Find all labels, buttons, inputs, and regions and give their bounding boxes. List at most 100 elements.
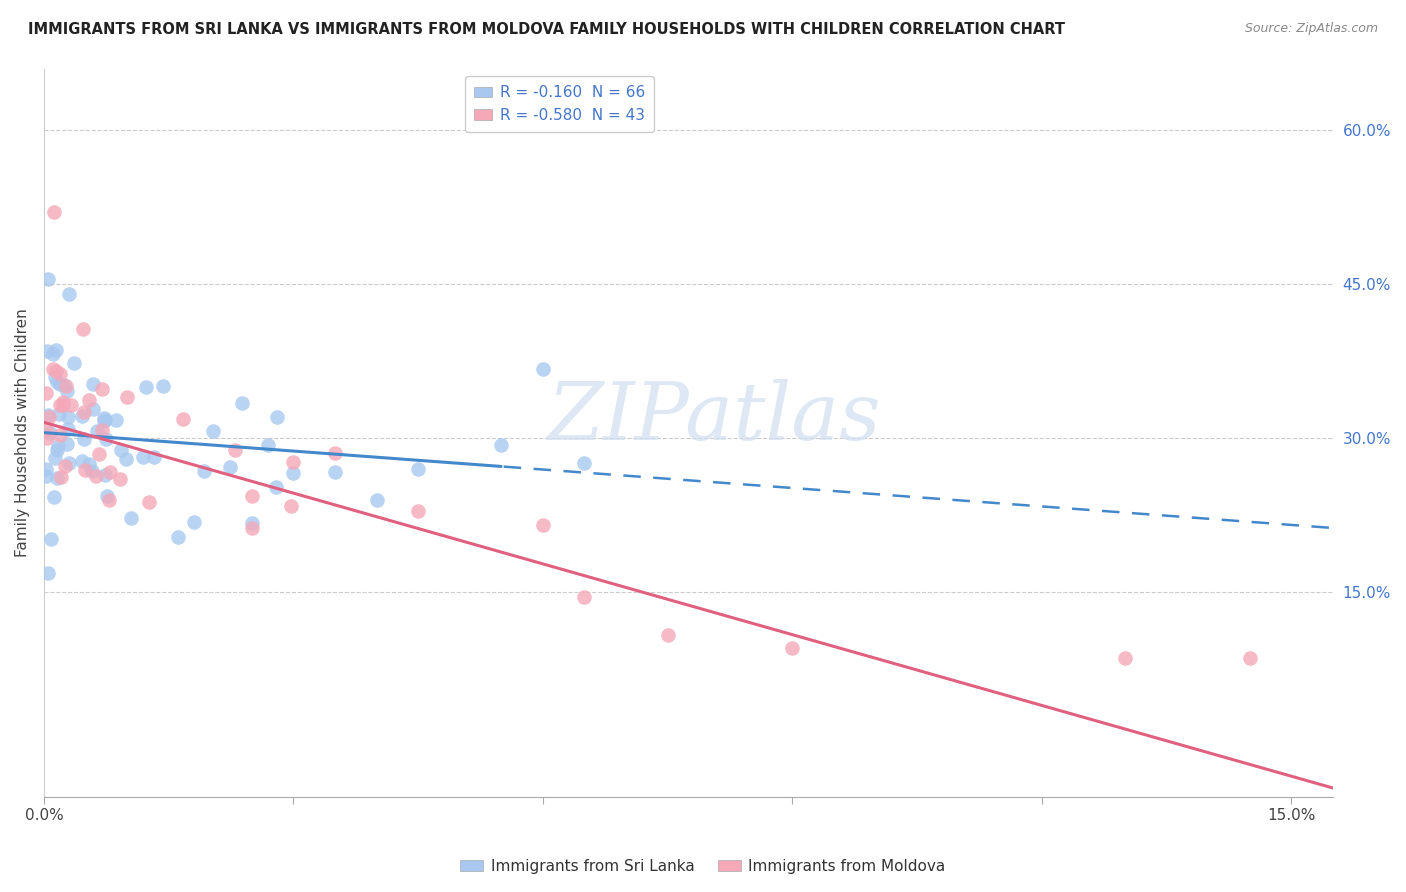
Point xyxy=(114,452,136,467)
Point xyxy=(91,382,114,396)
Point xyxy=(38,409,60,424)
Point xyxy=(93,414,115,428)
Point xyxy=(96,489,118,503)
Point xyxy=(172,412,194,426)
Point xyxy=(44,370,66,384)
Point xyxy=(108,472,131,486)
Text: IMMIGRANTS FROM SRI LANKA VS IMMIGRANTS FROM MOLDOVA FAMILY HOUSEHOLDS WITH CHIL: IMMIGRANTS FROM SRI LANKA VS IMMIGRANTS … xyxy=(28,22,1066,37)
Point xyxy=(98,465,121,479)
Point xyxy=(45,364,67,378)
Point xyxy=(138,495,160,509)
Point xyxy=(531,518,554,533)
Point xyxy=(87,447,110,461)
Point xyxy=(97,492,120,507)
Point xyxy=(56,422,79,436)
Point xyxy=(240,521,263,535)
Point xyxy=(73,463,96,477)
Point xyxy=(55,378,77,392)
Point xyxy=(80,464,103,478)
Point xyxy=(46,375,69,389)
Point xyxy=(406,462,429,476)
Point xyxy=(39,425,62,440)
Point xyxy=(780,640,803,655)
Point xyxy=(283,467,305,481)
Point xyxy=(142,450,165,464)
Point xyxy=(193,464,215,478)
Point xyxy=(56,437,79,451)
Point xyxy=(105,413,128,427)
Point xyxy=(49,377,72,392)
Point xyxy=(240,489,263,503)
Point xyxy=(94,432,117,446)
Point xyxy=(110,442,132,457)
Point xyxy=(42,490,65,504)
Point xyxy=(37,566,59,580)
Point xyxy=(224,442,246,457)
Point xyxy=(58,456,80,470)
Point xyxy=(35,385,58,400)
Point xyxy=(34,462,56,476)
Point xyxy=(94,413,117,427)
Point xyxy=(59,398,82,412)
Point xyxy=(46,471,69,485)
Point xyxy=(79,457,101,471)
Point xyxy=(91,423,114,437)
Point xyxy=(132,450,155,465)
Text: Source: ZipAtlas.com: Source: ZipAtlas.com xyxy=(1244,22,1378,36)
Point xyxy=(1114,651,1136,665)
Point xyxy=(117,390,139,404)
Point xyxy=(283,454,305,468)
Point xyxy=(264,480,287,494)
Point xyxy=(35,431,58,445)
Point xyxy=(41,347,63,361)
Point xyxy=(42,362,65,376)
Point xyxy=(49,470,72,484)
Point xyxy=(166,529,188,543)
Point xyxy=(366,493,388,508)
Point xyxy=(323,466,346,480)
Point xyxy=(73,433,96,447)
Point xyxy=(202,424,225,438)
Point xyxy=(48,439,70,453)
Point xyxy=(73,405,96,419)
Point xyxy=(489,438,512,452)
Point xyxy=(231,396,253,410)
Point xyxy=(152,379,174,393)
Point xyxy=(574,456,596,470)
Point xyxy=(70,454,93,468)
Point xyxy=(52,378,75,392)
Text: ZIPatlas: ZIPatlas xyxy=(547,379,882,457)
Point xyxy=(48,367,70,381)
Point xyxy=(63,355,86,369)
Point xyxy=(266,410,288,425)
Point xyxy=(93,410,115,425)
Point xyxy=(280,499,302,513)
Point xyxy=(35,423,58,437)
Point xyxy=(406,504,429,518)
Point xyxy=(39,532,62,546)
Point xyxy=(219,460,242,475)
Point xyxy=(56,409,79,424)
Point xyxy=(657,628,679,642)
Point xyxy=(323,446,346,460)
Point xyxy=(35,343,58,358)
Point xyxy=(1239,651,1261,665)
Point xyxy=(82,377,104,392)
Point xyxy=(48,408,70,422)
Point xyxy=(183,515,205,529)
Legend: R = -0.160  N = 66, R = -0.580  N = 43: R = -0.160 N = 66, R = -0.580 N = 43 xyxy=(464,76,654,132)
Point xyxy=(35,469,58,483)
Y-axis label: Family Households with Children: Family Households with Children xyxy=(15,309,30,557)
Point xyxy=(37,408,59,422)
Point xyxy=(49,428,72,442)
Point xyxy=(52,395,75,409)
Point xyxy=(86,425,108,439)
Point xyxy=(240,516,263,531)
Point xyxy=(42,205,65,219)
Point xyxy=(45,343,67,357)
Point xyxy=(56,384,79,398)
Point xyxy=(121,511,143,525)
Point xyxy=(82,401,104,416)
Point xyxy=(49,398,72,412)
Point xyxy=(53,458,76,473)
